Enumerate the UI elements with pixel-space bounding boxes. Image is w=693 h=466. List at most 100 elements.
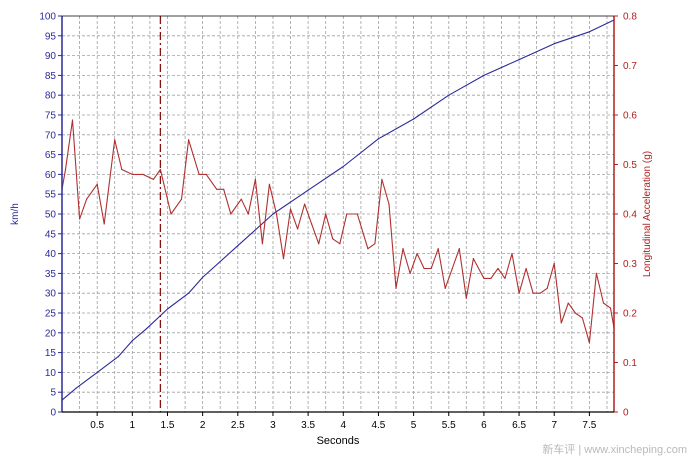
left-tick-label: 0: [50, 408, 56, 419]
acceleration-point: [511, 253, 513, 255]
acceleration-point: [430, 267, 432, 270]
acceleration-point: [103, 223, 105, 225]
acceleration-point: [304, 203, 306, 205]
right-tick-label: 0.5: [623, 160, 637, 171]
speed-point: [553, 43, 555, 45]
acceleration-point: [409, 272, 411, 274]
left-tick-label: 80: [45, 91, 57, 102]
right-tick-label: 0.7: [623, 61, 637, 72]
axes: [58, 15, 618, 416]
acceleration-point: [504, 277, 506, 279]
acceleration-point: [325, 213, 327, 215]
speed-point: [518, 59, 520, 61]
right-tick-label: 0.1: [623, 358, 637, 369]
x-tick-label: 7: [551, 420, 557, 431]
acceleration-point: [275, 213, 278, 215]
acceleration-point: [567, 302, 569, 304]
acceleration-point: [188, 139, 190, 141]
left-tick-label: 15: [45, 348, 57, 359]
right-tick-label: 0.3: [623, 259, 637, 270]
acceleration-point: [595, 272, 598, 274]
acceleration-point: [437, 248, 439, 250]
acceleration-point: [71, 119, 74, 121]
speed-point: [483, 74, 485, 76]
acceleration-point: [444, 287, 446, 289]
tick-labels: 0510152025303540455055606570758085909510…: [39, 12, 637, 432]
acceleration-point: [311, 223, 313, 225]
acceleration-point: [289, 208, 292, 210]
speed-point: [202, 276, 204, 278]
left-tick-label: 10: [45, 368, 57, 379]
x-tick-label: 3: [270, 420, 276, 431]
left-tick-label: 5: [50, 388, 56, 399]
acceleration-point: [282, 258, 285, 260]
acceleration-point: [332, 238, 334, 240]
acceleration-point: [451, 267, 453, 270]
acceleration-point: [205, 173, 207, 175]
speed-point: [188, 292, 190, 294]
acceleration-point: [121, 168, 123, 171]
right-axis-label: Longitudinal Acceleration (g): [642, 151, 653, 277]
speed-point: [145, 328, 147, 330]
acceleration-point: [367, 248, 369, 250]
acceleration-point: [170, 213, 172, 215]
acceleration-point: [86, 198, 88, 200]
speed-point: [117, 356, 119, 358]
acceleration-point: [532, 292, 534, 294]
left-tick-label: 100: [39, 12, 56, 23]
x-tick-label: 1: [130, 420, 136, 431]
x-tick-label: 6: [481, 420, 487, 431]
x-tick-label: 5: [411, 420, 417, 431]
acceleration-point: [490, 277, 492, 279]
left-axis-label: km/h: [10, 203, 21, 225]
right-tick-label: 0: [623, 408, 629, 419]
acceleration-point: [247, 213, 249, 215]
acceleration-point: [381, 178, 383, 180]
speed-point: [272, 213, 274, 215]
series-lines: [61, 19, 615, 401]
acceleration-point: [416, 253, 418, 255]
speed-point: [237, 245, 239, 247]
acceleration-point: [395, 287, 397, 289]
acceleration-point: [142, 173, 144, 175]
acceleration-point: [388, 203, 390, 205]
x-tick-label: 4.5: [371, 420, 385, 431]
acceleration-point: [131, 173, 133, 175]
x-tick-label: 5.5: [442, 420, 456, 431]
x-tick-label: 6.5: [512, 420, 526, 431]
right-tick-label: 0.8: [623, 12, 637, 23]
acceleration-point: [458, 248, 460, 250]
x-tick-label: 2: [200, 420, 206, 431]
acceleration-point: [79, 218, 81, 220]
acceleration-point: [483, 277, 485, 279]
acceleration-point: [96, 183, 98, 185]
acceleration-point: [180, 198, 183, 200]
acceleration-point: [588, 342, 591, 344]
acceleration-point: [602, 302, 605, 304]
left-tick-label: 85: [45, 71, 57, 82]
x-tick-label: 2.5: [231, 420, 245, 431]
acceleration-point: [64, 168, 67, 171]
left-tick-label: 65: [45, 150, 57, 161]
left-tick-label: 55: [45, 190, 57, 201]
speed-point: [413, 118, 415, 120]
x-tick-label: 4: [340, 420, 346, 431]
left-tick-label: 75: [45, 111, 57, 122]
left-tick-label: 50: [45, 210, 57, 221]
x-tick-label: 7.5: [582, 420, 596, 431]
acceleration-line: [61, 119, 615, 344]
acceleration-point: [339, 243, 341, 245]
x-axis-label: Seconds: [317, 435, 360, 447]
acceleration-point: [472, 258, 474, 260]
left-tick-label: 40: [45, 249, 57, 260]
acceleration-point: [159, 168, 161, 171]
speed-point: [96, 371, 98, 373]
acceleration-point: [230, 213, 232, 215]
left-tick-label: 60: [45, 170, 57, 181]
acceleration-point: [423, 267, 425, 270]
acceleration-point: [216, 188, 218, 190]
acceleration-point: [574, 312, 576, 314]
left-tick-label: 90: [45, 51, 57, 62]
acceleration-point: [581, 317, 584, 319]
